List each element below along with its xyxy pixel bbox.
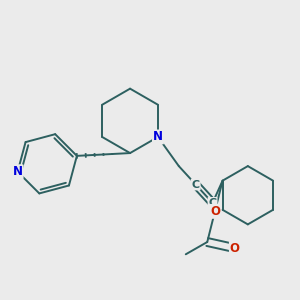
Text: O: O <box>230 242 240 255</box>
Text: C: C <box>208 198 217 208</box>
Text: O: O <box>210 205 220 218</box>
Text: C: C <box>192 179 200 190</box>
Text: N: N <box>153 130 163 143</box>
Text: N: N <box>13 165 22 178</box>
